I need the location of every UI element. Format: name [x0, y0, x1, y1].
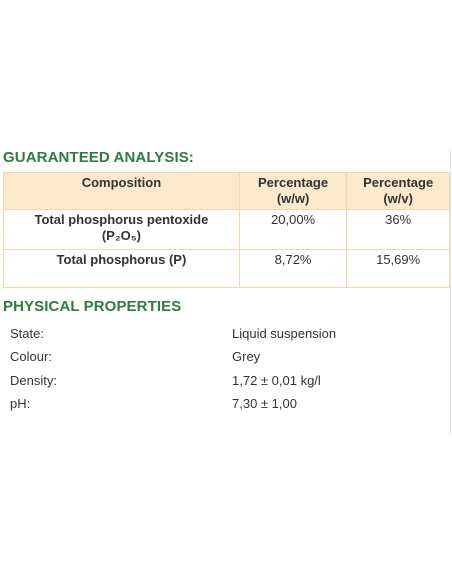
guaranteed-analysis-table: Composition Percentage (w/w) Percentage …: [3, 172, 450, 288]
header-wv-line1: Percentage: [363, 175, 434, 190]
composition-name: Total phosphorus pentoxide: [34, 212, 209, 227]
header-percentage-ww: Percentage (w/w): [238, 172, 348, 210]
property-row-state: State: Liquid suspension: [10, 326, 440, 349]
property-value: 1,72 ± 0,01 kg/l: [232, 372, 321, 388]
composition-cell: Total phosphorus (P): [3, 249, 240, 288]
table-row: Total phosphorus pentoxide (P₂O₅) 20,00%…: [3, 209, 450, 250]
value-wv: 15,69%: [346, 249, 450, 288]
physical-properties-list: State: Liquid suspension Colour: Grey De…: [10, 326, 440, 419]
property-label: State:: [10, 326, 44, 341]
header-ww-line2: (w/w): [276, 191, 310, 206]
table-row: Total phosphorus (P) 8,72% 15,69%: [3, 249, 450, 288]
property-row-colour: Colour: Grey: [10, 349, 440, 372]
composition-formula: (P₂O₅): [101, 228, 142, 243]
right-divider: [450, 150, 451, 434]
property-row-density: Density: 1,72 ± 0,01 kg/l: [10, 373, 440, 396]
guaranteed-analysis-heading: GUARANTEED ANALYSIS:: [3, 149, 194, 166]
table-header-row: Composition Percentage (w/w) Percentage …: [3, 172, 450, 210]
header-composition: Composition: [3, 172, 240, 210]
header-wv-line2: (w/v): [383, 191, 413, 206]
header-ww-line1: Percentage: [258, 175, 329, 190]
property-label: Colour:: [10, 349, 52, 365]
value-ww: 8,72%: [238, 249, 348, 288]
physical-properties-heading: PHYSICAL PROPERTIES: [3, 298, 182, 315]
value-wv: 36%: [346, 209, 450, 250]
property-value: Liquid suspension: [232, 326, 337, 341]
property-value: Grey: [232, 349, 261, 365]
header-percentage-wv: Percentage (w/v): [346, 172, 450, 210]
property-label: Density:: [10, 372, 57, 388]
value-ww: 20,00%: [238, 209, 348, 250]
property-value: 7,30 ± 1,00: [232, 395, 297, 411]
composition-cell: Total phosphorus pentoxide (P₂O₅): [3, 209, 240, 250]
property-row-ph: pH: 7,30 ± 1,00: [10, 396, 440, 419]
property-label: pH:: [10, 395, 31, 411]
